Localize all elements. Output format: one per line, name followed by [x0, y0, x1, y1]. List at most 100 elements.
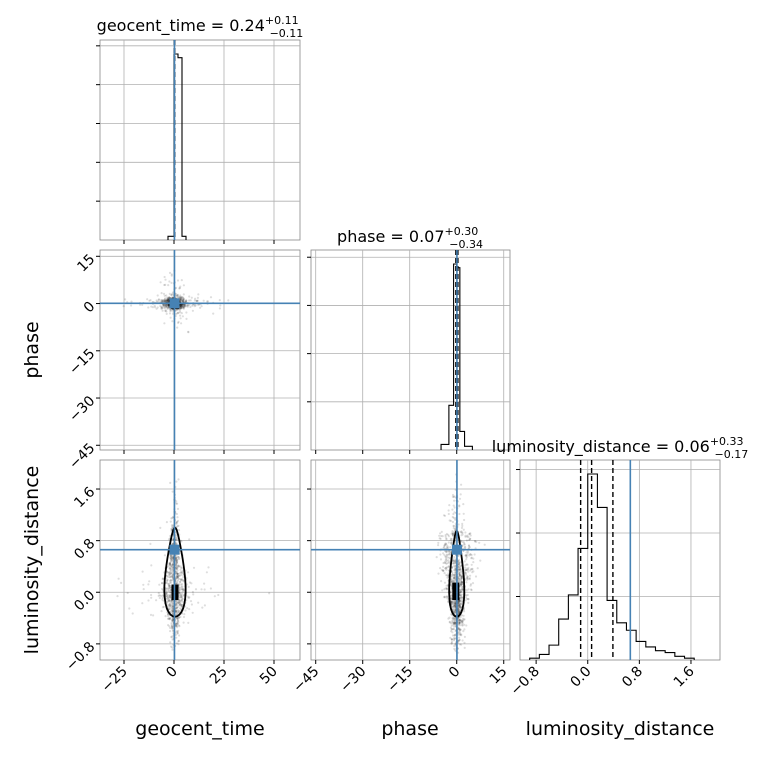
- tick-label-y: 15: [74, 251, 98, 275]
- tick-label-y: 0.8: [71, 536, 98, 563]
- sample-point: [450, 580, 453, 583]
- sample-point: [467, 570, 470, 573]
- sample-point: [168, 563, 171, 566]
- sample-point: [449, 626, 452, 629]
- sample-point: [459, 582, 462, 586]
- panel-luminosity-distance-vs-geocent-time: [99, 459, 301, 661]
- sample-point: [460, 539, 463, 543]
- sample-point: [196, 296, 199, 299]
- sample-point: [437, 544, 440, 547]
- sample-point: [475, 540, 478, 543]
- sample-point: [168, 295, 171, 299]
- sample-point: [454, 527, 457, 530]
- panel-luminosity-distance-vs-phase: [310, 459, 511, 661]
- sample-point: [179, 298, 182, 301]
- sample-point: [451, 617, 454, 620]
- sample-point: [193, 305, 196, 308]
- sample-point: [460, 619, 463, 622]
- sample-point: [177, 609, 180, 612]
- sample-point: [116, 595, 119, 598]
- sample-point: [180, 599, 183, 602]
- sample-point: [150, 593, 153, 597]
- sample-point: [174, 312, 178, 316]
- y-axis-label-luminosity-distance: luminosity_distance: [21, 466, 43, 655]
- sample-point: [163, 322, 166, 325]
- sample-point: [171, 625, 174, 629]
- sample-point: [182, 297, 185, 300]
- sample-point: [165, 581, 168, 585]
- sample-point: [179, 305, 182, 308]
- sample-point: [176, 576, 180, 579]
- sample-point: [465, 551, 468, 554]
- sample-point: [453, 561, 456, 564]
- panel-hist-luminosity-distance: [519, 459, 721, 661]
- sample-point: [178, 287, 181, 290]
- sample-point: [176, 308, 179, 311]
- sample-point: [448, 556, 451, 560]
- sample-point: [445, 550, 448, 553]
- sample-point: [450, 597, 453, 600]
- sample-point: [176, 294, 179, 297]
- tick-label-x: 0.0: [568, 664, 595, 691]
- sample-point: [438, 534, 441, 537]
- sample-point: [170, 600, 173, 603]
- sample-point: [171, 569, 174, 572]
- sample-point: [467, 598, 470, 601]
- sample-point: [461, 624, 464, 627]
- sample-point: [459, 628, 462, 631]
- sample-point: [175, 572, 178, 575]
- sample-point: [168, 271, 172, 274]
- sample-point: [166, 298, 169, 302]
- sample-point: [447, 509, 450, 512]
- sample-point: [452, 525, 455, 528]
- sample-point: [180, 306, 183, 309]
- sample-point: [450, 638, 454, 641]
- sample-point: [168, 573, 171, 577]
- sample-point: [174, 286, 178, 289]
- sample-point: [458, 622, 461, 625]
- sample-point: [450, 624, 453, 627]
- sample-point: [459, 590, 462, 594]
- sample-point: [471, 567, 474, 570]
- sample-point: [451, 580, 454, 583]
- sample-point: [180, 305, 183, 308]
- sample-point: [443, 553, 446, 556]
- sample-point: [168, 607, 171, 610]
- sample-point: [452, 579, 455, 582]
- sample-point: [171, 576, 175, 580]
- sample-point: [457, 577, 460, 580]
- sample-point: [168, 567, 171, 570]
- sample-point: [178, 591, 181, 594]
- sample-point: [462, 608, 465, 611]
- sample-point: [464, 535, 467, 538]
- sample-point: [164, 309, 167, 313]
- sample-point: [439, 558, 443, 561]
- sample-point: [188, 303, 191, 306]
- sample-point: [181, 566, 184, 570]
- sample-point: [448, 620, 451, 624]
- sample-point: [460, 530, 463, 533]
- sample-point: [454, 602, 457, 605]
- sample-point: [202, 299, 205, 302]
- sample-point: [454, 616, 457, 620]
- sample-point: [464, 571, 468, 575]
- sample-point: [459, 561, 462, 564]
- sample-point: [445, 550, 448, 553]
- sample-point: [176, 558, 179, 561]
- sample-point: [458, 504, 461, 507]
- sample-point: [443, 544, 446, 547]
- sample-point: [459, 600, 462, 603]
- sample-point: [131, 612, 134, 615]
- sample-point: [459, 579, 463, 582]
- sample-point: [179, 295, 182, 298]
- sample-point: [452, 565, 455, 568]
- sample-point: [166, 299, 169, 302]
- sample-point: [169, 567, 172, 570]
- sample-point: [168, 603, 171, 606]
- sample-point: [171, 604, 174, 607]
- sample-point: [180, 605, 183, 608]
- sample-point: [171, 576, 174, 579]
- sample-point: [453, 602, 456, 605]
- sample-point: [179, 580, 182, 583]
- sample-point: [447, 565, 450, 568]
